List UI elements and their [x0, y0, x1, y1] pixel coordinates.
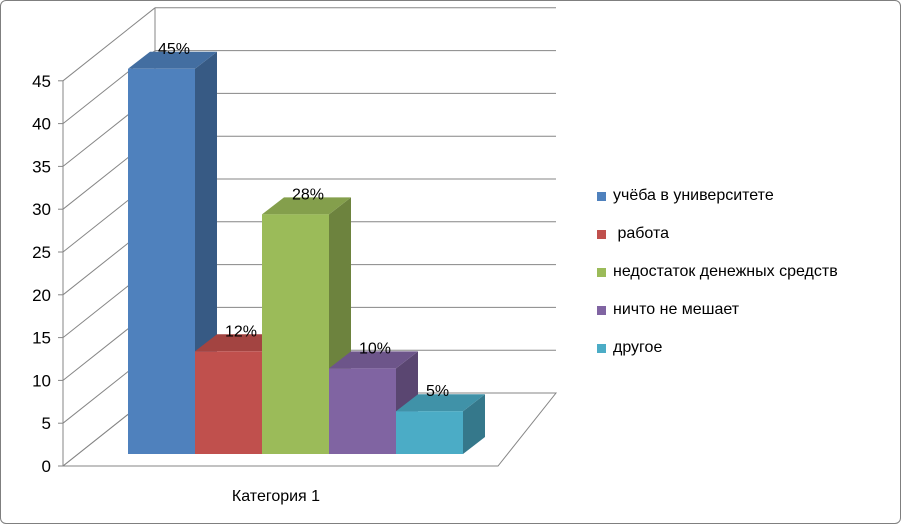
legend-swatch	[597, 191, 606, 201]
bar	[262, 214, 329, 454]
y-tick-label: 15	[32, 329, 51, 348]
y-tick-label: 20	[32, 286, 51, 305]
bar-top	[262, 197, 351, 215]
data-label: 12%	[225, 323, 257, 340]
bar-top	[128, 51, 217, 69]
y-tick-label: 10	[32, 371, 51, 390]
legend-item: другое	[597, 329, 838, 367]
y-tick-label: 5	[42, 414, 51, 433]
bar-side	[463, 394, 485, 454]
legend-label: ничто не мешает	[613, 301, 740, 318]
legend-swatch	[597, 229, 606, 239]
y-tick-label: 25	[32, 243, 51, 262]
bar-top	[396, 394, 485, 412]
bar	[329, 368, 396, 454]
legend-label: учёба в университете	[613, 187, 774, 204]
legend-label: работа	[613, 225, 669, 242]
chart-legend: учёба в университете работа недостаток де…	[597, 177, 838, 367]
y-tick-label: 35	[32, 157, 51, 176]
legend-item: недостаток денежных средств	[597, 253, 838, 291]
legend-item: работа	[597, 215, 838, 253]
legend-swatch	[597, 305, 606, 315]
data-label: 10%	[359, 340, 391, 357]
bar	[195, 351, 262, 454]
data-label: 5%	[426, 383, 449, 400]
y-tick-label: 40	[32, 115, 51, 134]
legend-swatch	[597, 267, 606, 277]
legend-item: учёба в университете	[597, 177, 838, 215]
bar	[396, 411, 463, 454]
y-tick-label: 45	[32, 72, 51, 91]
x-category-label: Категория 1	[232, 488, 320, 505]
y-tick-label: 0	[42, 457, 51, 476]
bar-top	[329, 351, 418, 369]
legend-label: другое	[613, 339, 663, 356]
data-label: 28%	[292, 186, 324, 203]
y-tick-label: 30	[32, 200, 51, 219]
bar-top	[195, 334, 284, 352]
legend-swatch	[597, 343, 606, 353]
legend-label: недостаток денежных средств	[613, 263, 838, 280]
data-label: 45%	[158, 41, 190, 58]
bar	[128, 68, 195, 455]
legend-item: ничто не мешает	[597, 291, 838, 329]
gridline-side	[62, 7, 156, 82]
